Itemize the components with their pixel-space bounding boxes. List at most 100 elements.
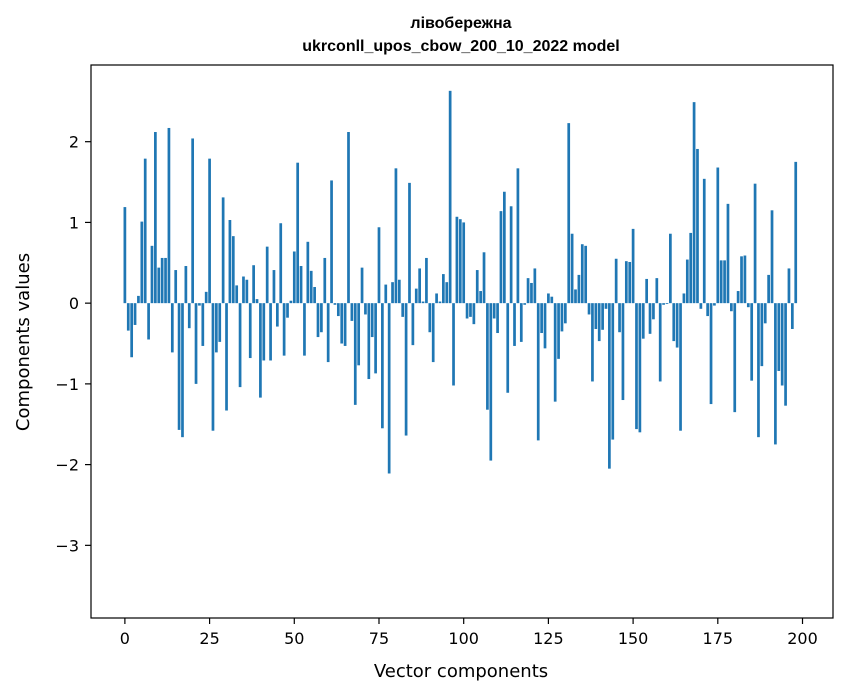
bar-103 [472,303,476,325]
bar-130 [563,303,567,324]
y-tick-label-1: 1 [69,213,79,232]
bar-129 [560,303,564,332]
bar-17 [181,303,184,438]
bar-146 [618,303,621,333]
axes-group: 0 25 50 75 100 125 150 175 200 −3 −2 −1 0 1 2 [55,133,817,648]
bar-98 [455,216,459,304]
bar-116 [516,168,520,304]
bar-90 [428,303,432,333]
bar-191 [770,210,774,304]
bar-99 [458,219,462,304]
bar-7 [147,303,150,340]
bar-63 [336,303,340,317]
bar-115 [513,303,516,346]
bar-180 [733,303,737,413]
bar-144 [611,303,615,440]
bar-93 [438,301,442,304]
bar-176 [719,260,723,304]
bar-187 [757,303,760,438]
bar-163 [675,303,679,348]
bar-77 [384,284,388,304]
bar-11 [160,257,164,304]
bar-160 [665,303,669,304]
bar-136 [584,245,588,304]
bar-24 [204,291,208,304]
bar-121 [533,268,537,304]
bar-8 [150,245,154,304]
bar-188 [760,303,764,367]
bar-69 [357,303,361,366]
x-tick-label-0: 0 [120,629,130,648]
bar-62 [333,303,337,305]
bar-67 [350,303,354,321]
bar-149 [628,261,632,304]
bar-134 [577,274,581,304]
x-tick-label-125: 125 [533,629,564,648]
bar-41 [262,303,266,361]
bar-53 [303,303,306,356]
bar-30 [225,303,228,411]
bar-183 [743,255,747,304]
x-tick-label-25: 25 [199,629,219,648]
bar-82 [401,303,405,317]
bar-46 [279,223,283,304]
bar-118 [523,303,527,305]
bar-71 [364,303,367,315]
y-tick-label--3: −3 [55,536,79,555]
bar-56 [313,287,316,304]
bar-92 [435,293,438,304]
bar-33 [235,285,239,304]
bar-174 [713,303,716,306]
bar-194 [780,303,784,386]
bar-38 [252,265,255,304]
bar-59 [323,257,327,304]
bar-182 [740,256,743,304]
bar-21 [194,303,198,384]
bar-158 [658,303,662,382]
x-tick-label-175: 175 [703,629,734,648]
bar-15 [174,270,178,304]
bar-19 [187,303,191,329]
chart-subtitle: ukrconll_upos_cbow_200_10_2022 model [302,38,619,55]
bar-86 [414,288,418,304]
bar-12 [164,257,167,304]
bar-34 [238,303,242,388]
bar-42 [265,246,269,304]
bar-172 [706,303,709,317]
bar-168 [692,102,696,304]
bar-60 [326,303,330,363]
bar-85 [411,303,415,346]
bar-3 [133,303,137,325]
bars-group [123,90,798,474]
x-tick-label-100: 100 [448,629,479,648]
bar-139 [594,303,598,329]
bar-72 [367,303,371,380]
bar-175 [716,167,720,304]
bar-54 [306,241,310,304]
bar-28 [218,303,222,342]
bar-105 [479,291,482,304]
bar-154 [645,278,649,304]
bar-141 [601,303,604,330]
bar-112 [502,191,506,304]
bar-113 [506,303,510,393]
bar-58 [320,303,323,333]
bar-157 [655,278,659,304]
bar-156 [652,303,655,320]
bar-192 [774,303,777,445]
bar-50 [292,251,296,304]
bar-10 [157,267,161,304]
bar-179 [730,303,733,312]
chart-title: лівобережна [410,15,511,32]
bar-95 [445,282,449,304]
bar-108 [489,303,493,461]
bar-178 [726,203,730,304]
bar-52 [299,266,303,304]
bar-100 [462,222,466,304]
bar-117 [519,303,523,342]
bar-145 [614,258,618,304]
bar-45 [275,303,279,327]
bar-109 [492,303,496,319]
bar-119 [526,278,530,304]
